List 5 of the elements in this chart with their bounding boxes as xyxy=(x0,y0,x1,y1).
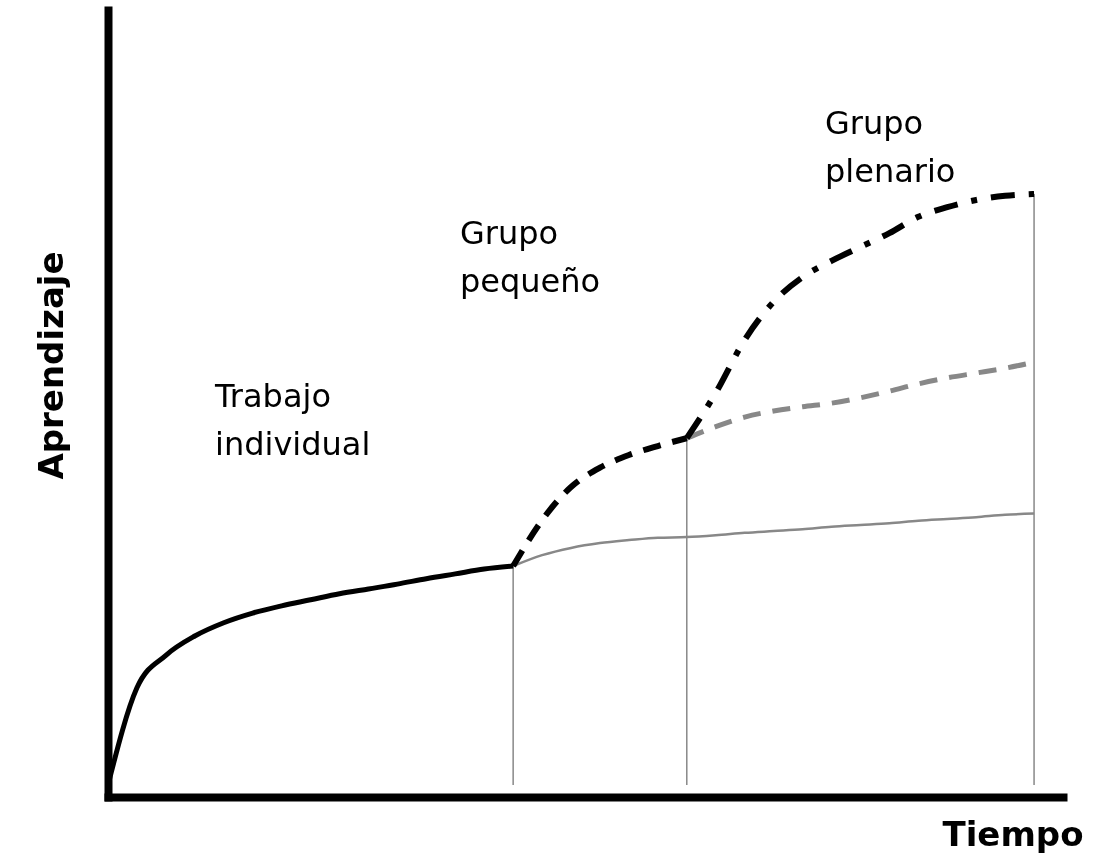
text: Grupo plenario xyxy=(825,104,956,190)
annotation: Grupo pequeño xyxy=(460,214,601,300)
x-axis-title: Tiempo xyxy=(942,813,1084,854)
annotation: Trabajo individual xyxy=(214,377,371,463)
y-axis-title: Aprendizaje xyxy=(30,251,71,480)
